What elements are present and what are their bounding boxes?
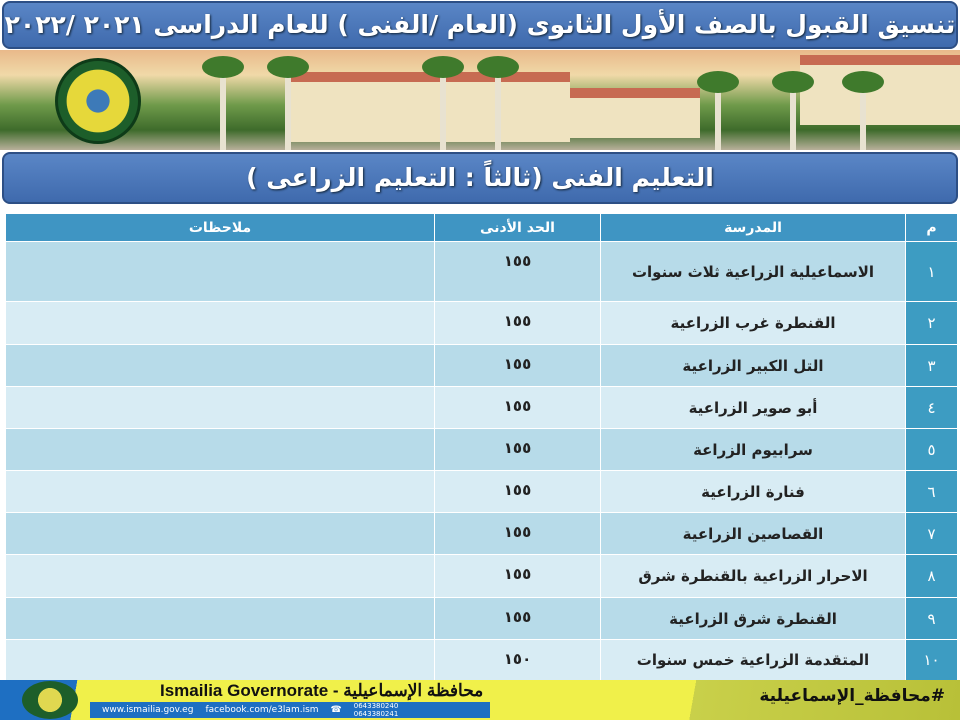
min-score: ١٥٥ [434, 512, 601, 555]
school-name: المتقدمة الزراعية خمس سنوات [600, 639, 906, 681]
min-score: ١٥٥ [434, 428, 601, 471]
table-row: ١٠ المتقدمة الزراعية خمس سنوات ١٥٠ [5, 639, 958, 681]
row-number: ٤ [905, 386, 958, 429]
min-score: ١٥٥ [434, 470, 601, 513]
table-row: ٩ القنطرة شرق الزراعية ١٥٥ [5, 597, 958, 640]
notes [5, 241, 435, 302]
min-score: ١٥٥ [434, 386, 601, 429]
table-row: ٢ القنطرة غرب الزراعية ١٥٥ [5, 301, 958, 345]
school-name: القصاصين الزراعية [600, 512, 906, 555]
notes [5, 639, 435, 681]
admission-table: م المدرسة الحد الأدنى ملاحظات ١ الاسماعيل… [5, 213, 958, 681]
website-link[interactable]: www.ismailia.gov.eg [102, 705, 194, 715]
section-title: التعليم الفنى (ثالثاً : التعليم الزراعى … [2, 152, 958, 204]
row-number: ٥ [905, 428, 958, 471]
table-row: ٦ فنارة الزراعية ١٥٥ [5, 470, 958, 513]
table-row: ٨ الاحرار الزراعية بالقنطرة شرق ١٥٥ [5, 554, 958, 598]
notes [5, 512, 435, 555]
hashtag: #محافظة_الإسماعيلية [759, 686, 945, 706]
min-score: ١٥٥ [434, 241, 601, 302]
min-score: ١٥٥ [434, 301, 601, 345]
notes [5, 301, 435, 345]
col-school: المدرسة [600, 213, 906, 242]
row-number: ٨ [905, 554, 958, 598]
notes [5, 386, 435, 429]
footer: Ismailia Governorate - محافظة الإسماعيلي… [0, 680, 960, 720]
table-row: ٣ التل الكبير الزراعية ١٥٥ [5, 344, 958, 387]
phone-numbers: 0643380240 0643380241 [353, 702, 399, 718]
col-notes: ملاحظات [5, 213, 435, 242]
table-header: م المدرسة الحد الأدنى ملاحظات [5, 213, 958, 242]
col-number: م [905, 213, 958, 242]
notes [5, 344, 435, 387]
row-number: ٩ [905, 597, 958, 640]
min-score: ١٥٥ [434, 554, 601, 598]
school-name: أبو صوير الزراعية [600, 386, 906, 429]
min-score: ١٥٥ [434, 344, 601, 387]
row-number: ٣ [905, 344, 958, 387]
school-name: القنطرة شرق الزراعية [600, 597, 906, 640]
footer-name: Ismailia Governorate - محافظة الإسماعيلي… [160, 681, 484, 700]
school-name: القنطرة غرب الزراعية [600, 301, 906, 345]
school-name: فنارة الزراعية [600, 470, 906, 513]
min-score: ١٥٠ [434, 639, 601, 681]
notes [5, 470, 435, 513]
notes [5, 554, 435, 598]
row-number: ٢ [905, 301, 958, 345]
school-name: الاسماعيلية الزراعية ثلاث سنوات [600, 241, 906, 302]
table-row: ٥ سرابيوم الزراعة ١٥٥ [5, 428, 958, 471]
table-row: ٧ القصاصين الزراعية ١٥٥ [5, 512, 958, 555]
school-name: سرابيوم الزراعة [600, 428, 906, 471]
table-row: ٤ أبو صوير الزراعية ١٥٥ [5, 386, 958, 429]
governorate-logo-small [22, 681, 78, 719]
col-min-score: الحد الأدنى [434, 213, 601, 242]
table-row: ١ الاسماعيلية الزراعية ثلاث سنوات ١٥٥ [5, 241, 958, 302]
facebook-link[interactable]: facebook.com/e3lam.ism [205, 705, 319, 715]
row-number: ١٠ [905, 639, 958, 681]
banner-image [0, 50, 960, 150]
row-number: ٦ [905, 470, 958, 513]
notes [5, 597, 435, 640]
school-name: التل الكبير الزراعية [600, 344, 906, 387]
school-name: الاحرار الزراعية بالقنطرة شرق [600, 554, 906, 598]
notes [5, 428, 435, 471]
governorate-logo [55, 58, 141, 144]
min-score: ١٥٥ [434, 597, 601, 640]
row-number: ٧ [905, 512, 958, 555]
phone-icon: ☎ [330, 705, 342, 715]
page-title: تنسيق القبول بالصف الأول الثانوى (العام … [2, 1, 958, 49]
row-number: ١ [905, 241, 958, 302]
